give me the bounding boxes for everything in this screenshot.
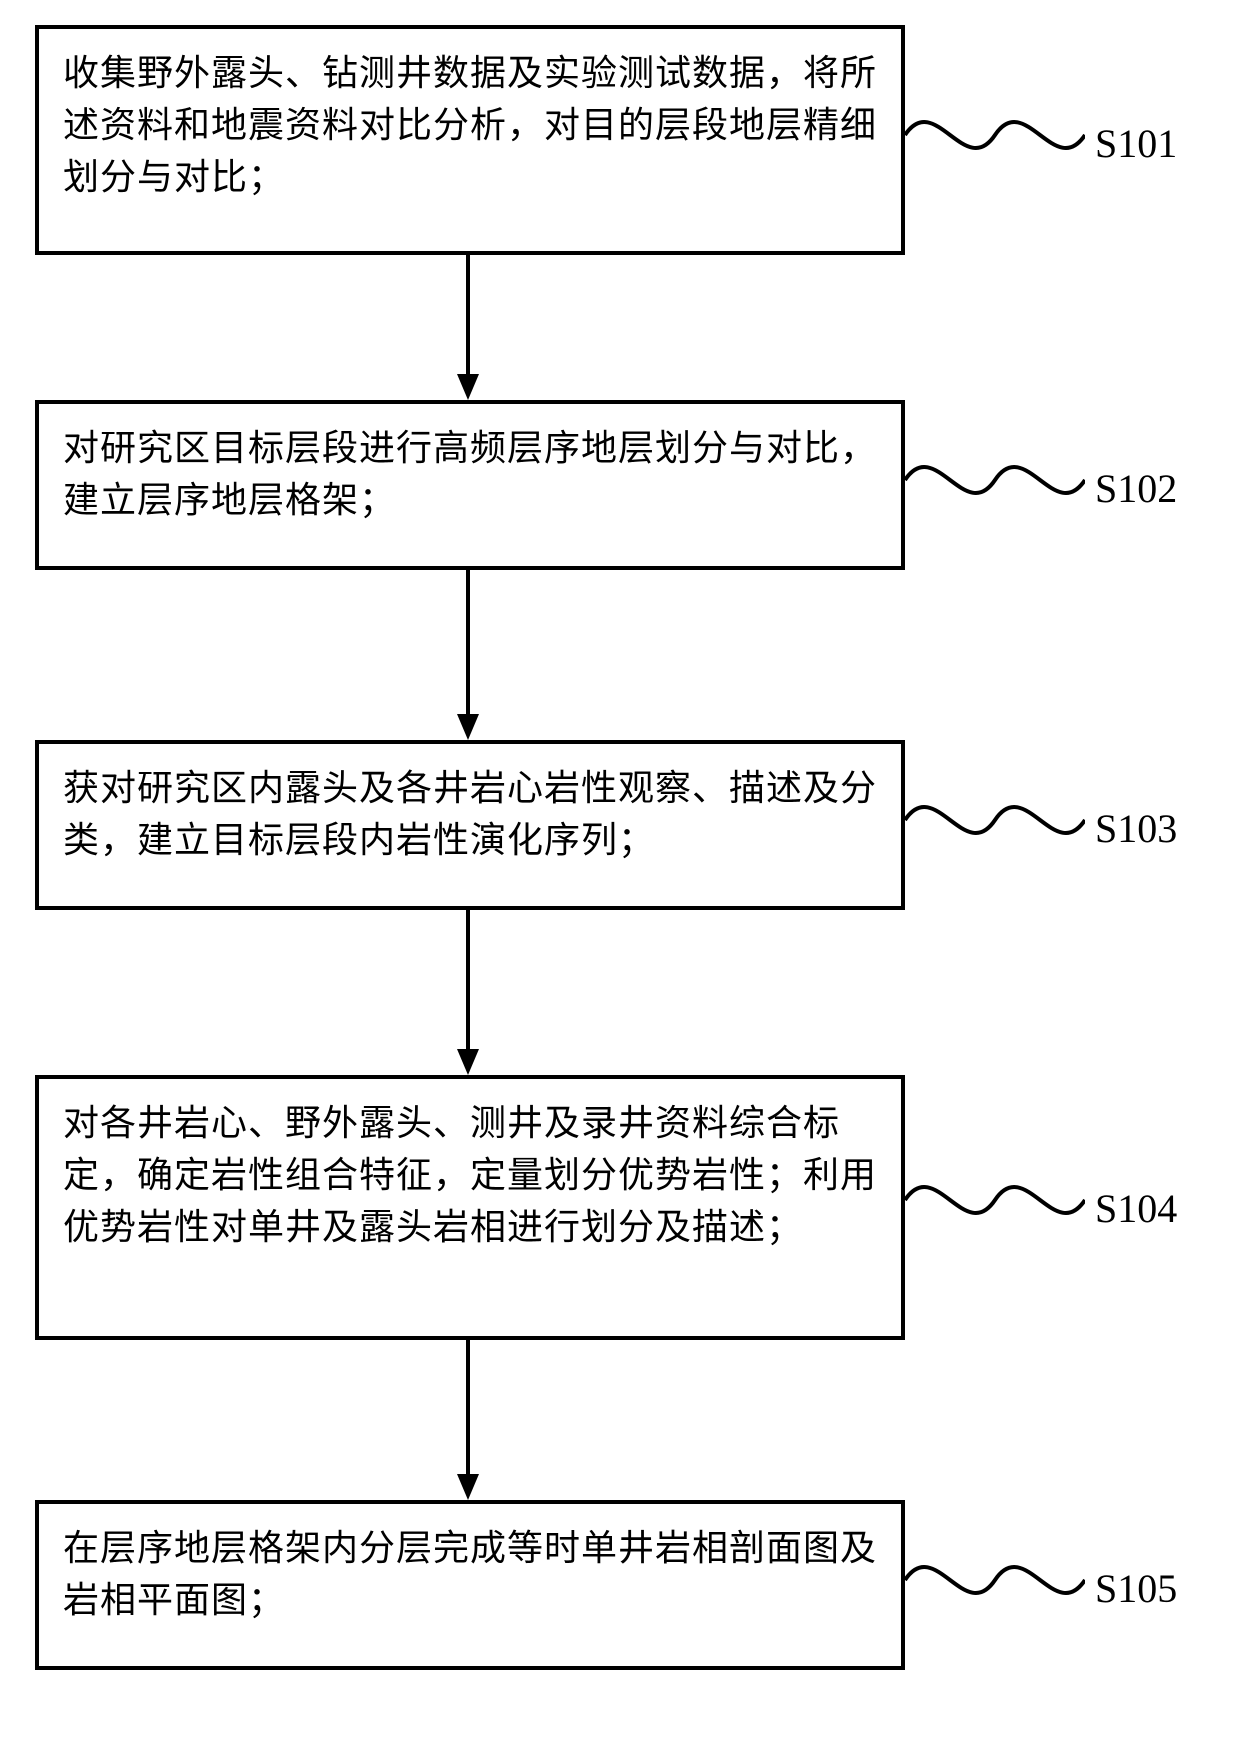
step-label-s104: S104 [1095,1185,1177,1232]
step-text-s104: 对各井岩心、野外露头、测井及录井资料综合标定，确定岩性组合特征，定量划分优势岩性… [63,1097,877,1254]
squiggle-s103 [905,785,1085,855]
step-label-s102: S102 [1095,465,1177,512]
arrow-s101-s102 [456,255,480,400]
squiggle-s101 [905,100,1085,170]
step-box-s101: 收集野外露头、钻测井数据及实验测试数据，将所述资料和地震资料对比分析，对目的层段… [35,25,905,255]
arrow-s102-s103 [456,570,480,740]
step-label-s105: S105 [1095,1565,1177,1612]
squiggle-s104 [905,1165,1085,1235]
step-label-s103: S103 [1095,805,1177,852]
step-text-s103: 获对研究区内露头及各井岩心岩性观察、描述及分类，建立目标层段内岩性演化序列； [63,762,877,866]
step-box-s105: 在层序地层格架内分层完成等时单井岩相剖面图及岩相平面图； [35,1500,905,1670]
arrow-s104-s105 [456,1340,480,1500]
step-box-s102: 对研究区目标层段进行高频层序地层划分与对比，建立层序地层格架； [35,400,905,570]
step-box-s103: 获对研究区内露头及各井岩心岩性观察、描述及分类，建立目标层段内岩性演化序列； [35,740,905,910]
step-text-s101: 收集野外露头、钻测井数据及实验测试数据，将所述资料和地震资料对比分析，对目的层段… [63,47,877,204]
step-text-s105: 在层序地层格架内分层完成等时单井岩相剖面图及岩相平面图； [63,1522,877,1626]
step-text-s102: 对研究区目标层段进行高频层序地层划分与对比，建立层序地层格架； [63,422,877,526]
flowchart-canvas: 收集野外露头、钻测井数据及实验测试数据，将所述资料和地震资料对比分析，对目的层段… [0,0,1240,1743]
squiggle-s102 [905,445,1085,515]
step-box-s104: 对各井岩心、野外露头、测井及录井资料综合标定，确定岩性组合特征，定量划分优势岩性… [35,1075,905,1340]
step-label-s101: S101 [1095,120,1177,167]
squiggle-s105 [905,1545,1085,1615]
arrow-s103-s104 [456,910,480,1075]
